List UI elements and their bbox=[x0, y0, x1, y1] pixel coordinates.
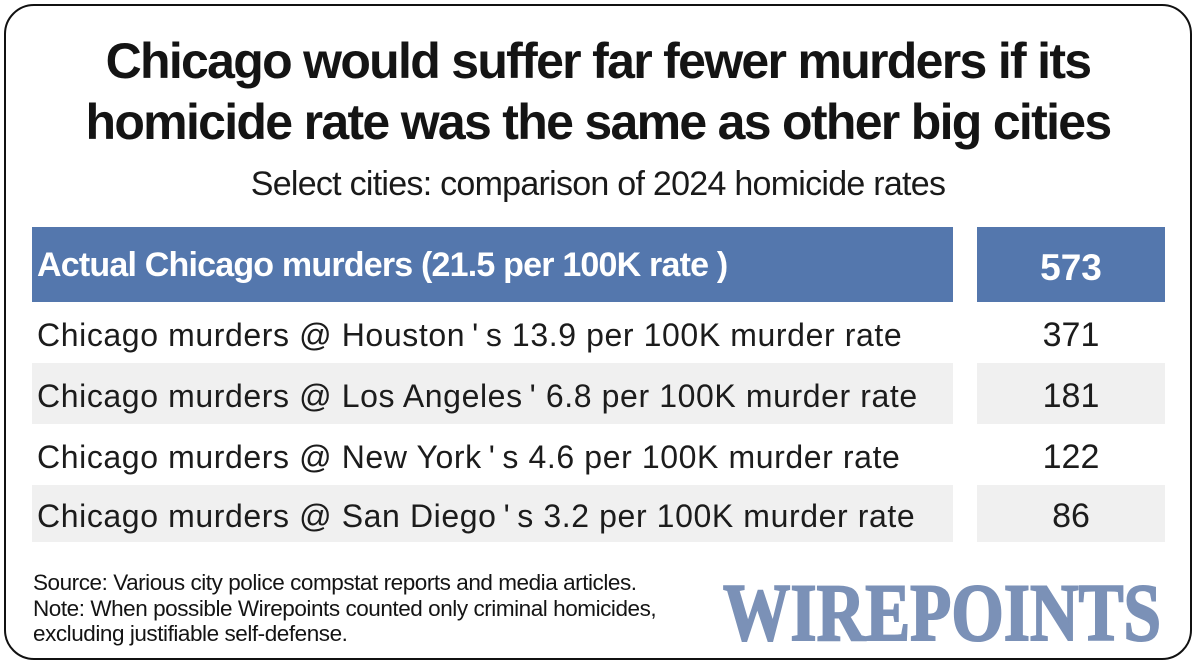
svg-text:WIREPOINTS: WIREPOINTS bbox=[723, 585, 1161, 647]
